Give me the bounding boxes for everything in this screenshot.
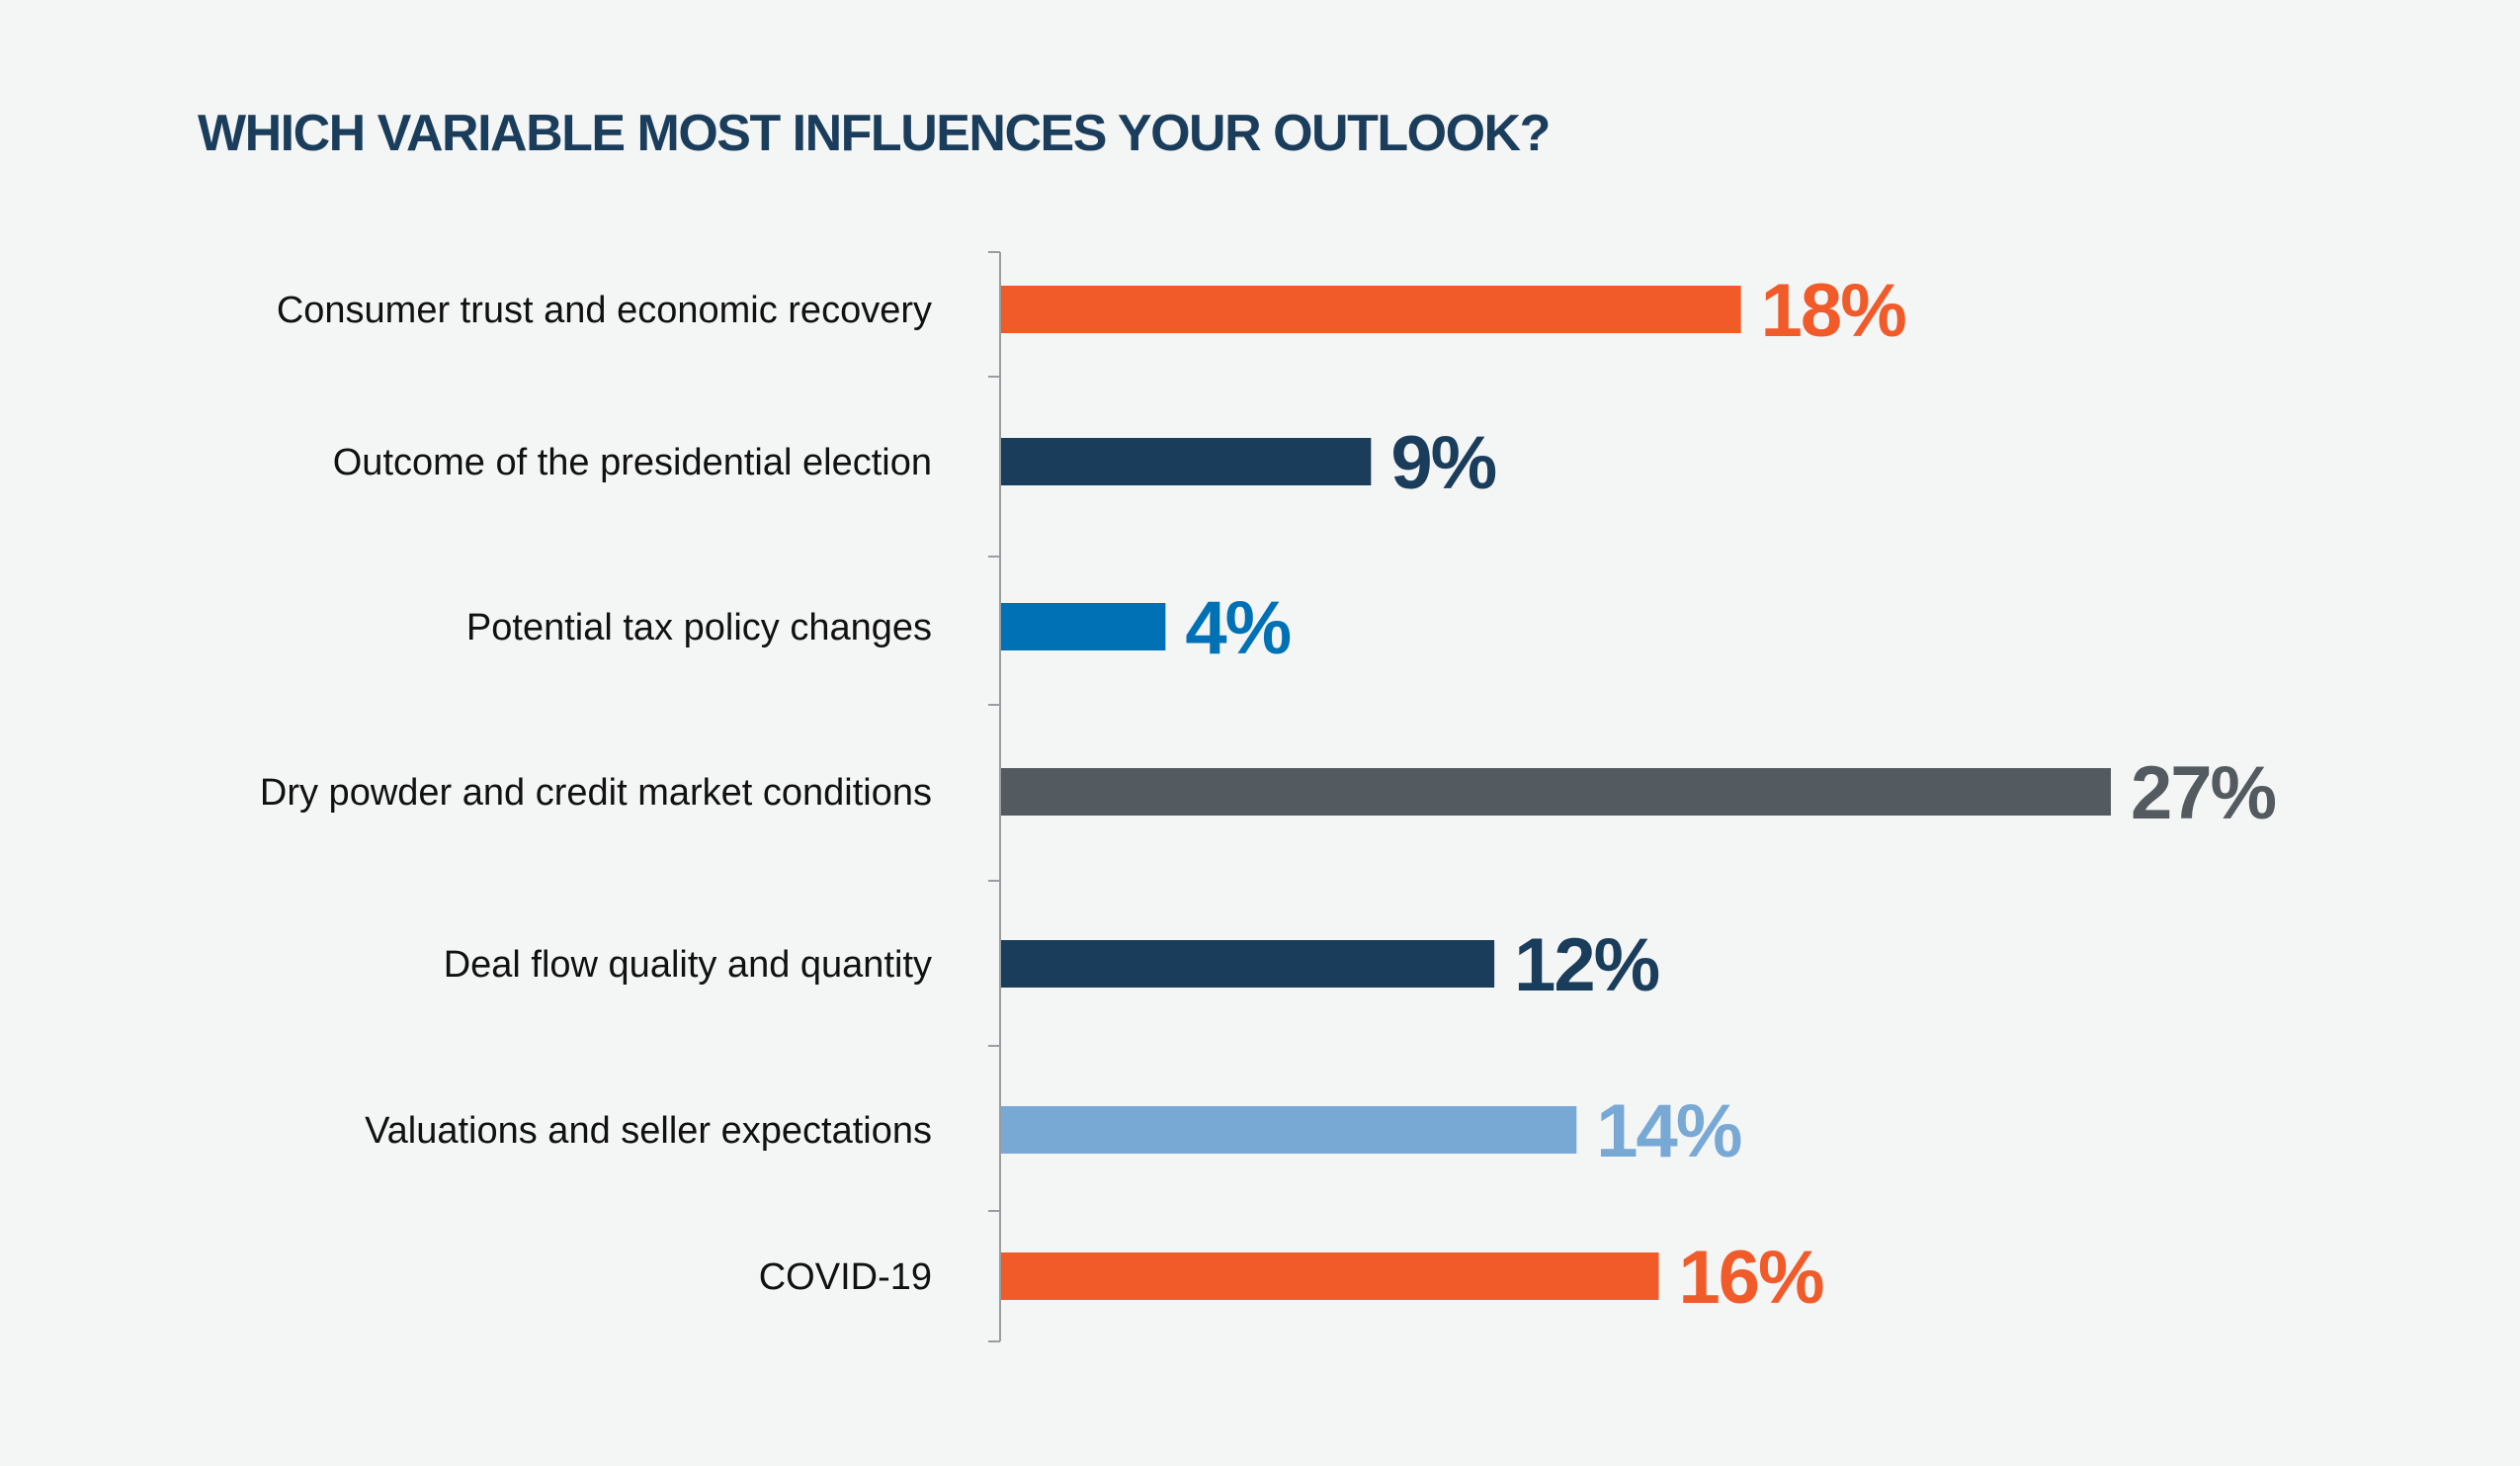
chart-title: WHICH VARIABLE MOST INFLUENCES YOUR OUTL… xyxy=(198,105,1551,162)
bar xyxy=(1001,768,2111,816)
bar xyxy=(1001,603,1166,650)
value-label: 9% xyxy=(1390,421,1495,505)
category-label: Consumer trust and economic recovery xyxy=(277,290,932,331)
category-label: Deal flow quality and quantity xyxy=(444,944,932,986)
value-label: 12% xyxy=(1514,923,1659,1007)
value-label: 18% xyxy=(1761,269,1906,353)
value-label: 27% xyxy=(2131,751,2276,835)
category-label: Potential tax policy changes xyxy=(466,607,932,648)
category-label: Valuations and seller expectations xyxy=(365,1110,932,1152)
labels-layer: Consumer trust and economic recovery 18% O… xyxy=(260,269,2278,1320)
bar xyxy=(1001,286,1741,333)
bar xyxy=(1001,438,1372,485)
category-label: COVID-19 xyxy=(759,1256,932,1298)
bars-layer xyxy=(1001,286,2111,1300)
category-label: Outcome of the presidential election xyxy=(333,442,932,483)
category-label: Dry powder and credit market conditions xyxy=(260,772,932,814)
value-label: 4% xyxy=(1185,586,1290,670)
axis-layer xyxy=(988,251,1001,1342)
bar xyxy=(1001,1252,1659,1300)
bar xyxy=(1001,940,1495,988)
value-label: 14% xyxy=(1596,1089,1741,1173)
bar xyxy=(1001,1106,1577,1154)
value-label: 16% xyxy=(1678,1236,1823,1320)
